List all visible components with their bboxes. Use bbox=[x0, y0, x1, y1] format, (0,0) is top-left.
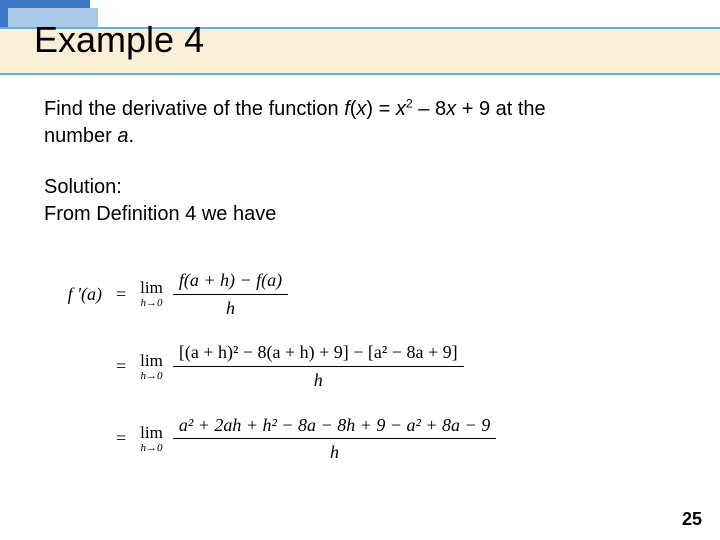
lim-top1: lim bbox=[140, 279, 163, 296]
frac2: [(a + h)² − 8(a + h) + 9] − [a² − 8a + 9… bbox=[173, 342, 464, 390]
num3: a² + 2ah + h² − 8a − 8h + 9 − a² + 8a − … bbox=[173, 415, 496, 440]
eq-sign: = bbox=[373, 98, 396, 120]
eq2: = bbox=[112, 356, 130, 377]
eq3: = bbox=[112, 428, 130, 449]
term-x: x bbox=[396, 98, 406, 120]
term-mid: – 8 bbox=[413, 98, 446, 120]
lim-bot2: h→0 bbox=[140, 371, 162, 382]
term-x2: x bbox=[446, 98, 456, 120]
eq1: = bbox=[112, 284, 130, 305]
frac1: f(a + h) − f(a) h bbox=[173, 270, 288, 318]
term-end: + 9 at the bbox=[456, 98, 546, 120]
num1: f(a + h) − f(a) bbox=[173, 270, 288, 295]
slide-title: Example 4 bbox=[34, 22, 204, 58]
num2: [(a + h)² − 8(a + h) + 9] − [a² − 8a + 9… bbox=[173, 342, 464, 367]
lim-bot3: h→0 bbox=[140, 443, 162, 454]
slide-body: Find the derivative of the function f(x)… bbox=[44, 96, 676, 226]
func-arg: x bbox=[356, 98, 366, 120]
math-block: f '(a) = lim h→0 f(a + h) − f(a) h = lim… bbox=[44, 270, 676, 487]
lim3: lim h→0 bbox=[140, 424, 163, 454]
lim-top3: lim bbox=[140, 424, 163, 441]
lim2: lim h→0 bbox=[140, 352, 163, 382]
problem-statement: Find the derivative of the function f(x)… bbox=[44, 96, 676, 150]
lim1: lim h→0 bbox=[140, 279, 163, 309]
math-line-2: = lim h→0 [(a + h)² − 8(a + h) + 9] − [a… bbox=[44, 342, 676, 390]
term-sq: 2 bbox=[406, 96, 413, 110]
den2: h bbox=[314, 367, 323, 391]
frac3: a² + 2ah + h² − 8a − 8h + 9 − a² + 8a − … bbox=[173, 415, 496, 463]
lhs: f '(a) bbox=[44, 284, 102, 305]
page-number: 25 bbox=[682, 509, 702, 530]
lim-top2: lim bbox=[140, 352, 163, 369]
solution-text: From Definition 4 we have bbox=[44, 203, 676, 226]
problem-suffix: number bbox=[44, 125, 117, 147]
problem-prefix: Find the derivative of the function bbox=[44, 98, 344, 120]
math-line-1: f '(a) = lim h→0 f(a + h) − f(a) h bbox=[44, 270, 676, 318]
den3: h bbox=[330, 439, 339, 463]
at-a: a bbox=[117, 125, 128, 147]
den1: h bbox=[226, 295, 235, 319]
solution-label: Solution: bbox=[44, 176, 676, 199]
dot: . bbox=[129, 125, 135, 147]
lim-bot1: h→0 bbox=[140, 298, 162, 309]
math-line-3: = lim h→0 a² + 2ah + h² − 8a − 8h + 9 − … bbox=[44, 415, 676, 463]
